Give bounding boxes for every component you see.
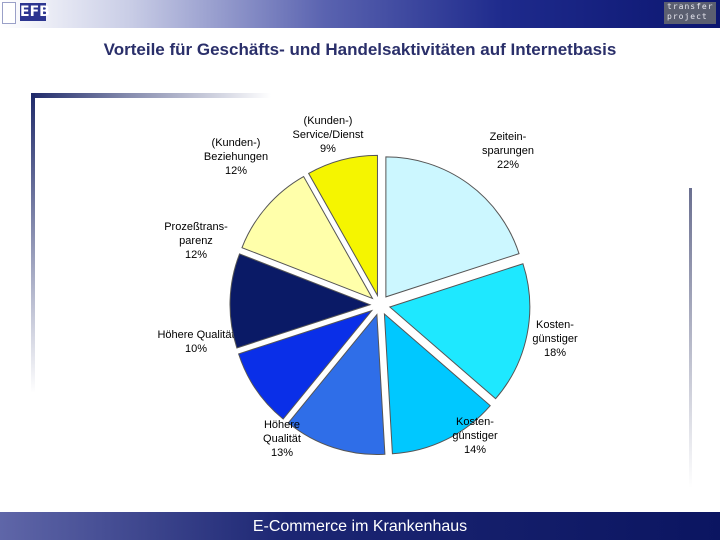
transfer-project-logo: transfer project — [664, 2, 716, 24]
footer-bar — [0, 512, 720, 540]
pie-slice-4 — [237, 309, 374, 420]
pie-slice-6 — [241, 175, 374, 300]
slide-title: Vorteile für Geschäfts- und Handelsaktiv… — [103, 40, 617, 59]
pie-label-3: Höhere Qualität 13% — [263, 419, 301, 459]
logo-right-line1: transfer — [667, 2, 714, 11]
pie-label-line: 13% — [271, 447, 293, 459]
pie-label-line: Kosten- — [456, 416, 494, 428]
frame-top-line — [31, 93, 271, 98]
pie-label-line: günstiger — [532, 333, 578, 345]
pie-label-line: 18% — [544, 347, 566, 359]
pie-label-line: 22% — [497, 159, 519, 171]
pie-label-line: parenz — [179, 235, 213, 247]
pie-slice-0 — [385, 156, 520, 298]
pie-label-5: Prozeßtrans-parenz 12% — [164, 221, 228, 261]
pie-slice-5 — [229, 253, 372, 349]
pie-label-line: Zeitein- — [490, 131, 527, 143]
footer-text: E-Commerce im Krankenhaus — [252, 518, 468, 535]
pie-label-line: 9% — [320, 143, 336, 155]
pie-label-line: 14% — [464, 444, 486, 456]
pie-label-line: (Kunden-) — [212, 137, 261, 149]
logo-right-line2: project — [667, 12, 708, 21]
pie-label-line: (Kunden-) — [304, 115, 353, 127]
pie-label-4: Höhere Qualität 10% — [157, 329, 234, 355]
pie-slice-1 — [388, 263, 531, 400]
pie-label-1: Kosten-günstiger 18% — [532, 319, 578, 359]
logo-box-icon — [2, 2, 16, 24]
pie-label-line: sparungen — [482, 145, 534, 157]
pie-slice-2 — [383, 312, 491, 455]
pie-label-line: Höhere Qualität — [157, 329, 234, 341]
pie-label-7: (Kunden-) Service/Dienst 9% — [293, 115, 364, 155]
pie-label-line: günstiger — [452, 430, 498, 442]
efb-logo-label: EFB — [20, 3, 50, 21]
pie-label-line: 12% — [225, 165, 247, 177]
frame-right-line — [689, 188, 692, 488]
pie-label-line: 10% — [185, 343, 207, 355]
pie-label-line: Beziehungen — [204, 151, 268, 163]
pie-label-line: Prozeßtrans- — [164, 221, 228, 233]
pie-label-2: Kosten-günstiger 14% — [452, 416, 498, 456]
pie-label-line: Kosten- — [536, 319, 574, 331]
efb-logo: EFB — [2, 2, 50, 24]
pie-slice-3 — [287, 313, 386, 456]
pie-label-line: 12% — [185, 249, 207, 261]
pie-label-0: Zeitein-sparungen 22% — [482, 131, 534, 171]
pie-label-line: Höhere — [264, 419, 300, 431]
pie-label-line: Qualität — [263, 433, 301, 445]
pie-label-line: Service/Dienst — [293, 129, 364, 141]
pie-slice-7 — [307, 154, 378, 298]
top-banner: EFB transfer project — [0, 0, 720, 28]
pie-label-6: (Kunden-) Beziehungen 12% — [204, 137, 268, 177]
frame-left-line — [31, 93, 35, 393]
